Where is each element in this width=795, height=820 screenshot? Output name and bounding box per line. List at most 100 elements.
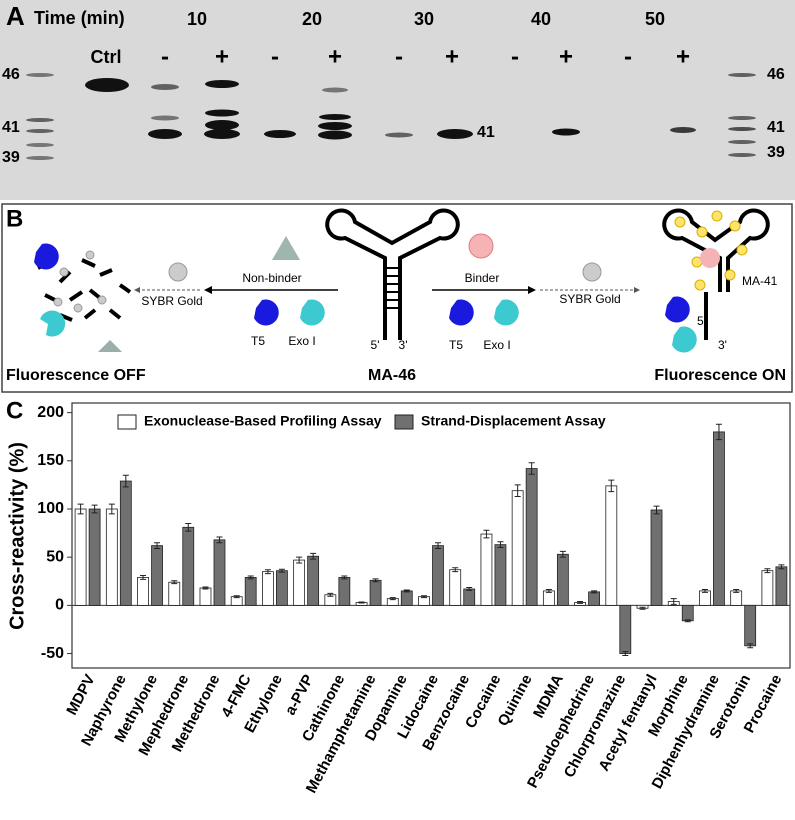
label: 3' <box>399 338 408 352</box>
time: 40 <box>531 9 551 29</box>
error-bar <box>341 575 348 580</box>
error-bar <box>701 588 708 593</box>
lane: + <box>445 43 459 70</box>
label: SYBR Gold <box>559 292 620 306</box>
time-label: Time (min) <box>34 8 125 28</box>
bar <box>650 509 663 606</box>
lane: - <box>395 43 403 70</box>
panel-label: B <box>6 205 23 232</box>
bar <box>182 526 195 606</box>
error-bar <box>514 484 521 497</box>
bar <box>307 555 320 606</box>
label: 3' <box>718 338 727 352</box>
bar <box>199 587 212 606</box>
label: 5' <box>371 338 380 352</box>
bar <box>681 604 694 622</box>
bar <box>151 545 163 606</box>
ctrl-label: Ctrl <box>91 47 122 67</box>
bar <box>105 508 118 606</box>
lane: - <box>624 43 632 70</box>
label: Fluorescence ON <box>654 367 786 384</box>
bar <box>262 571 274 606</box>
error-bar <box>497 541 504 549</box>
error-bar <box>653 505 660 515</box>
bar <box>463 588 476 606</box>
bar <box>556 553 569 606</box>
error-bar <box>154 542 161 550</box>
bar <box>449 569 462 606</box>
lane: - <box>271 43 279 70</box>
error-bar <box>670 598 677 605</box>
time: 30 <box>414 9 434 29</box>
error-bar <box>278 568 285 573</box>
gel <box>0 0 795 200</box>
panel-b-frame <box>1 203 793 393</box>
error-bar <box>310 552 317 560</box>
error-bar <box>528 462 535 475</box>
error-bar <box>559 550 566 558</box>
bar <box>168 581 181 606</box>
bar <box>730 590 743 606</box>
bar <box>119 480 132 606</box>
bar <box>713 431 725 606</box>
bar <box>369 579 382 606</box>
bar <box>605 485 618 606</box>
time: 20 <box>302 9 322 29</box>
error-bar <box>778 564 785 570</box>
bar <box>761 570 774 606</box>
legend-swatch <box>117 414 137 430</box>
error-bar <box>358 601 365 604</box>
error-bar <box>216 536 223 544</box>
label: T5 <box>251 334 265 348</box>
label: MA-46 <box>368 367 416 384</box>
bar <box>276 570 288 606</box>
bar <box>400 590 413 606</box>
error-bar <box>77 503 84 515</box>
bar <box>775 566 788 606</box>
bar <box>494 544 507 606</box>
label: Non-binder <box>242 271 301 285</box>
bar <box>88 508 101 606</box>
error-bar <box>421 595 427 599</box>
bar <box>213 539 226 606</box>
bar <box>480 533 493 606</box>
label: Exo I <box>288 334 315 348</box>
time: 50 <box>645 9 665 29</box>
error-bar <box>403 589 410 593</box>
panel-label: C <box>6 397 23 424</box>
lane: + <box>676 43 690 70</box>
band-label: 41 <box>477 124 495 141</box>
error-bar <box>108 503 115 515</box>
error-bar <box>372 578 379 583</box>
bar <box>137 577 149 606</box>
y-tick-label: 150 <box>37 452 64 469</box>
error-bar <box>296 556 303 564</box>
error-bar <box>622 651 629 656</box>
lane: - <box>161 43 169 70</box>
bar <box>244 577 257 606</box>
bar <box>525 468 538 606</box>
lane: - <box>511 43 519 70</box>
legend-label: Exonuclease-Based Profiling Assay <box>144 413 382 429</box>
y-tick-label: 200 <box>37 404 64 421</box>
time: 10 <box>187 9 207 29</box>
y-tick-label: 100 <box>37 500 64 517</box>
bar <box>74 508 87 606</box>
error-bar <box>202 586 209 590</box>
bar <box>699 590 711 606</box>
error-bar <box>185 522 192 532</box>
lane: + <box>559 43 573 70</box>
gel-bands <box>26 73 756 160</box>
label: MA-41 <box>742 274 778 288</box>
error-bar <box>483 529 490 539</box>
label: T5 <box>449 338 463 352</box>
error-bar <box>247 575 254 580</box>
error-bar <box>466 587 473 591</box>
legend-swatch <box>394 414 414 430</box>
error-bar <box>591 590 598 594</box>
bar <box>432 545 444 606</box>
error-bar <box>577 601 584 604</box>
label: Binder <box>465 271 500 285</box>
y-tick-label: 0 <box>55 597 64 614</box>
